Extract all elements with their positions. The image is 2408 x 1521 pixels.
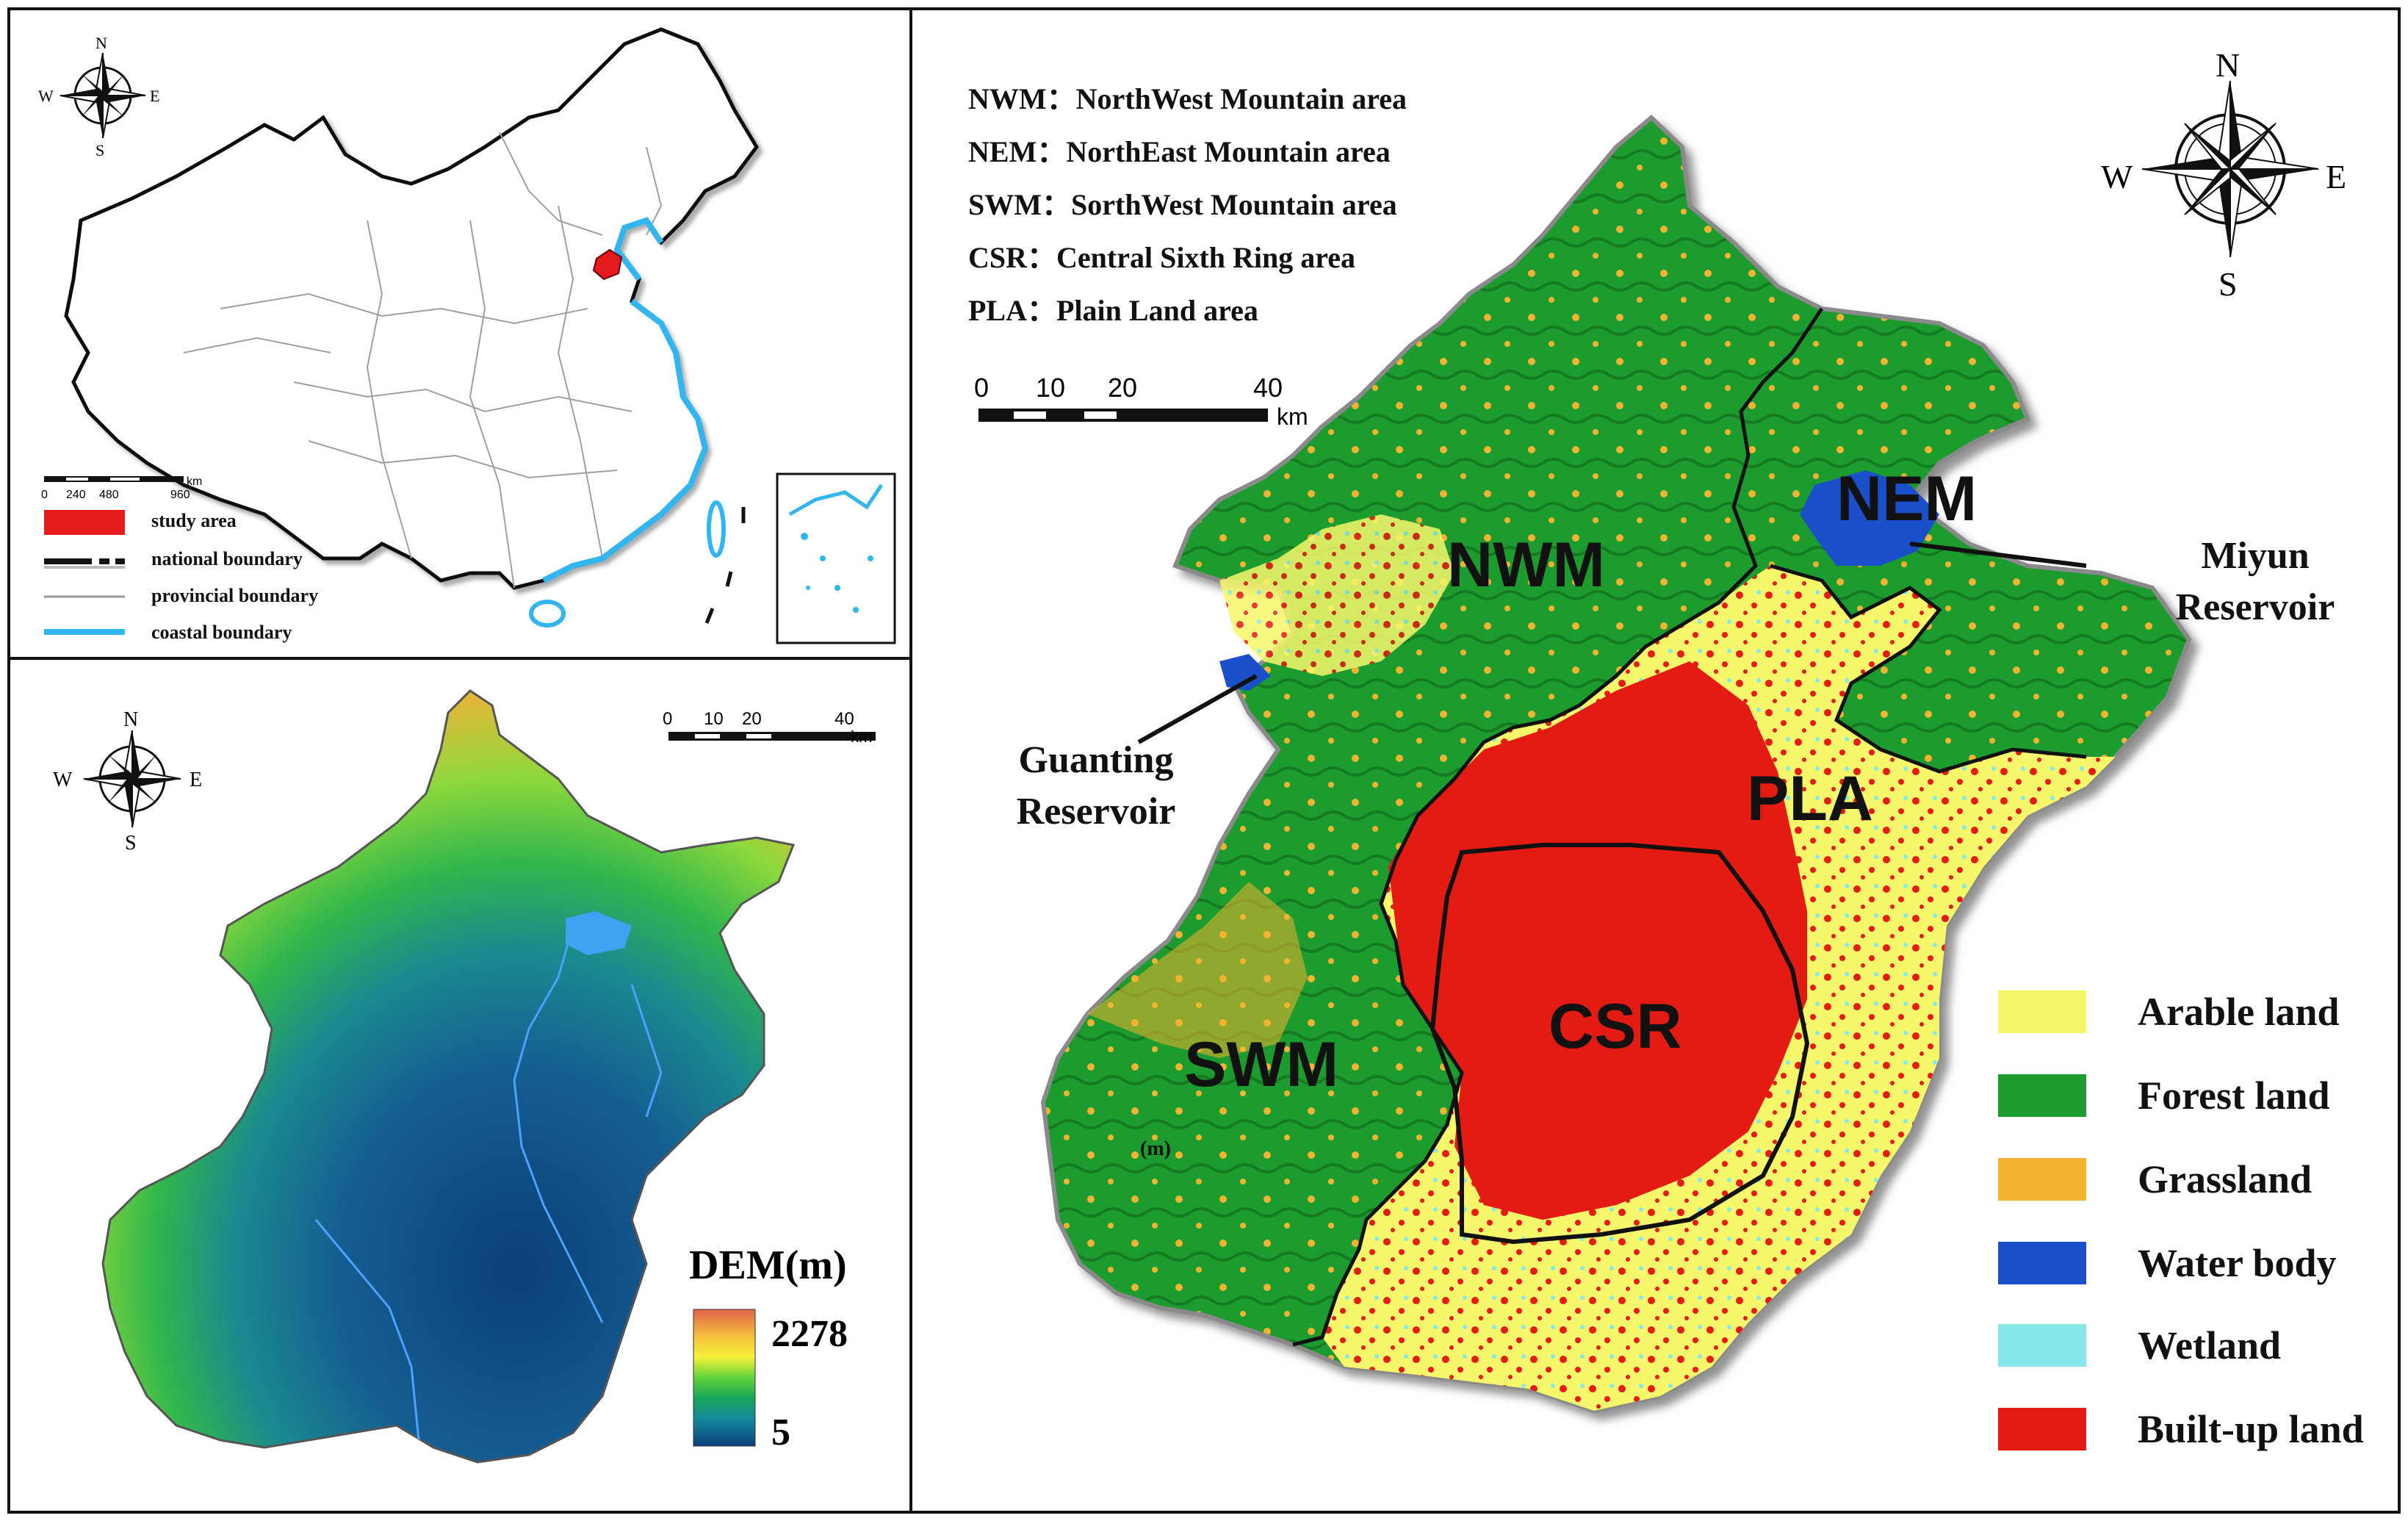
abbr-csr: CSR：Central Sixth Ring area	[968, 241, 1356, 274]
region-label-pla: PLA	[1747, 763, 1873, 834]
legend-forest-land: Forest land	[1998, 1070, 2330, 1121]
callout-guanting-line1: Guanting	[1018, 739, 1174, 781]
coastal-boundary	[542, 298, 709, 583]
dem-legend-title: DEM(m)	[689, 1243, 847, 1288]
dem-compass-n: N	[123, 708, 138, 731]
legend-built-up-land: Built-up land	[1998, 1403, 2364, 1455]
swatch-forest-land	[1998, 1074, 2086, 1117]
dem-scale-20: 20	[742, 709, 762, 729]
dem-compass-w: W	[53, 769, 73, 791]
dem-beijing-outline	[101, 689, 796, 1464]
dem-scale-unit: km	[851, 727, 872, 746]
dem-scale-0: 0	[663, 709, 672, 729]
compass-e: E	[150, 87, 159, 105]
legend-label-wetland: Wetland	[2138, 1323, 2282, 1367]
swatch-built-up-land	[1998, 1408, 2086, 1450]
dem-compass-e: E	[190, 769, 202, 791]
legend-water-body: Water body	[1998, 1237, 2337, 1289]
dem-compass-s: S	[125, 832, 137, 855]
china-scale-bar	[44, 476, 184, 482]
abbr-pla: PLA：Plain Land area	[968, 294, 1258, 327]
dem-color-ramp	[693, 1309, 756, 1447]
region-label-swm: SWM	[1184, 1029, 1339, 1100]
dem-legend-max: 2278	[771, 1313, 848, 1355]
legend-study-area-swatch	[44, 510, 125, 535]
dem-rivers	[314, 925, 663, 1441]
china-scale-960: 960	[170, 489, 190, 501]
legend-wetland: Wetland	[1998, 1320, 2281, 1371]
compass-s: S	[95, 141, 104, 159]
callout-miyun-line2: Reservoir	[2175, 586, 2335, 628]
legend-label-grassland: Grassland	[2138, 1157, 2313, 1201]
compass-rose-china	[60, 52, 146, 139]
china-scale-240: 240	[66, 489, 86, 501]
dem-map: N S E W 0 10 20 40 km DEM(m) 2278 5	[53, 689, 876, 1464]
study-area-marker	[592, 248, 623, 281]
swatch-wetland	[1998, 1324, 2086, 1367]
legend-grassland: Grassland	[1998, 1154, 2312, 1205]
callout-miyun-line1: Miyun	[2201, 535, 2310, 577]
china-scale-480: 480	[99, 489, 119, 501]
legend-label-arable-land: Arable land	[2138, 990, 2340, 1034]
compass-w: W	[38, 87, 54, 105]
legend-study-area: study area	[151, 510, 237, 531]
swatch-arable-land	[1998, 990, 2086, 1033]
abbr-swm: SWM：SorthWest Mountain area	[968, 188, 1397, 221]
dem-scale-10: 10	[704, 709, 724, 729]
china-locator-map: N S E W 0 240 480 960 km	[38, 27, 896, 644]
region-label-nwm: NWM	[1447, 530, 1605, 600]
dem-scale-bar	[668, 732, 876, 741]
dem-miyun-reservoir	[566, 911, 632, 955]
legend-label-built-up-land: Built-up land	[2138, 1407, 2364, 1451]
callout-miyun-reservoir: Miyun Reservoir	[2145, 531, 2365, 633]
south-china-sea-inset	[776, 472, 896, 644]
compass-rose-dem	[83, 730, 181, 828]
china-scale-0: 0	[41, 489, 48, 501]
region-label-csr: CSR	[1549, 991, 1682, 1062]
swatch-water-body	[1998, 1242, 2086, 1284]
legend-arable-land: Arable land	[1998, 986, 2340, 1038]
legend-provincial-boundary: provincial boundary	[151, 585, 319, 606]
swatch-grassland	[1998, 1158, 2086, 1201]
legend-national-boundary: national boundary	[151, 548, 303, 569]
legend-coastal-boundary: coastal boundary	[151, 622, 292, 643]
dem-legend-min: 5	[771, 1412, 790, 1453]
callout-guanting-line2: Reservoir	[1016, 791, 1176, 833]
dem-scale-40: 40	[834, 709, 854, 729]
legend-label-water-body: Water body	[2138, 1241, 2337, 1285]
region-label-nem: NEM	[1836, 464, 1978, 534]
provincial-boundaries	[183, 132, 663, 589]
legend-label-forest-land: Forest land	[2138, 1074, 2330, 1118]
abbr-nem: NEM：NorthEast Mountain area	[968, 135, 1391, 168]
callout-guanting-reservoir: Guanting Reservoir	[986, 735, 1206, 838]
stray-unit-label: (m)	[1140, 1137, 1171, 1160]
abbr-nwm: NWM：NorthWest Mountain area	[968, 82, 1407, 115]
china-scale-unit: km	[187, 475, 202, 488]
compass-n: N	[95, 34, 107, 52]
